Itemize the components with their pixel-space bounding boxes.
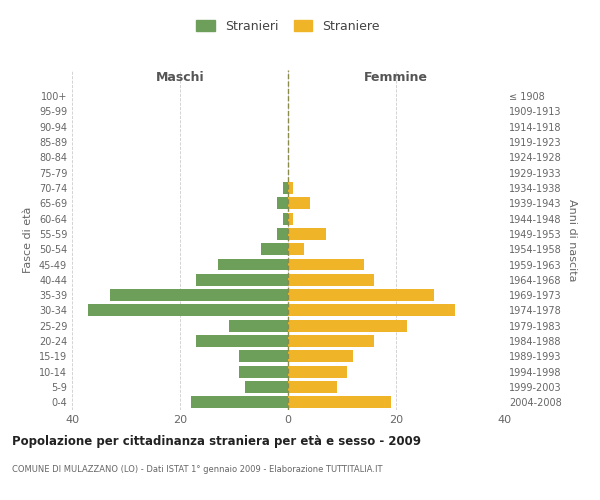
Bar xyxy=(239,366,288,378)
Legend: Stranieri, Straniere: Stranieri, Straniere xyxy=(191,15,385,38)
Bar xyxy=(229,320,288,332)
Bar xyxy=(288,243,304,255)
Bar xyxy=(288,366,347,378)
Bar xyxy=(196,274,288,286)
Bar xyxy=(277,198,288,209)
Bar xyxy=(288,182,293,194)
Bar xyxy=(288,350,353,362)
Bar xyxy=(283,182,288,194)
Bar xyxy=(288,320,407,332)
Bar xyxy=(288,274,374,286)
Text: Popolazione per cittadinanza straniera per età e sesso - 2009: Popolazione per cittadinanza straniera p… xyxy=(12,435,421,448)
Bar xyxy=(245,381,288,393)
Bar xyxy=(277,228,288,240)
Bar xyxy=(288,335,374,347)
Text: COMUNE DI MULAZZANO (LO) - Dati ISTAT 1° gennaio 2009 - Elaborazione TUTTITALIA.: COMUNE DI MULAZZANO (LO) - Dati ISTAT 1°… xyxy=(12,465,383,474)
Bar xyxy=(288,289,434,301)
Bar xyxy=(196,335,288,347)
Bar xyxy=(191,396,288,408)
Bar xyxy=(218,258,288,270)
Bar xyxy=(288,258,364,270)
Bar xyxy=(283,212,288,224)
Bar xyxy=(288,212,293,224)
Bar xyxy=(239,350,288,362)
Bar xyxy=(288,228,326,240)
Y-axis label: Fasce di età: Fasce di età xyxy=(23,207,33,273)
Bar xyxy=(288,381,337,393)
Bar xyxy=(288,396,391,408)
Bar xyxy=(88,304,288,316)
Bar xyxy=(288,304,455,316)
Y-axis label: Anni di nascita: Anni di nascita xyxy=(567,198,577,281)
Bar xyxy=(261,243,288,255)
Bar xyxy=(288,198,310,209)
Text: Femmine: Femmine xyxy=(364,71,428,84)
Text: Maschi: Maschi xyxy=(155,71,205,84)
Bar xyxy=(110,289,288,301)
